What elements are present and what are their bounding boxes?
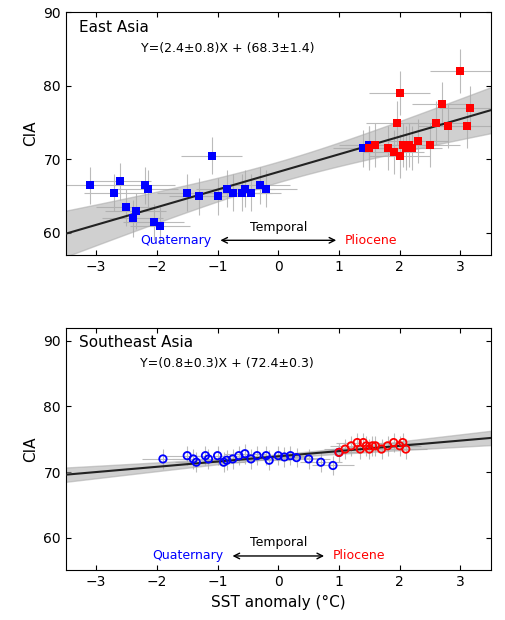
- Text: Pliocene: Pliocene: [344, 234, 397, 247]
- Point: [128, 213, 136, 223]
- Point: [222, 455, 230, 465]
- Point: [443, 122, 451, 131]
- Point: [292, 453, 300, 463]
- X-axis label: SST anomaly (°C): SST anomaly (°C): [211, 595, 345, 610]
- Point: [371, 140, 379, 149]
- Point: [395, 441, 403, 451]
- Point: [149, 217, 158, 227]
- Point: [234, 451, 242, 461]
- Text: Pliocene: Pliocene: [332, 549, 385, 562]
- Point: [365, 444, 373, 454]
- Point: [365, 143, 373, 153]
- Point: [286, 451, 294, 461]
- Point: [192, 457, 200, 467]
- Point: [156, 221, 164, 231]
- Point: [183, 451, 191, 461]
- Point: [246, 454, 255, 464]
- Point: [274, 451, 282, 461]
- Point: [352, 438, 361, 448]
- Point: [183, 188, 191, 198]
- Point: [383, 143, 391, 153]
- Point: [392, 118, 400, 128]
- Point: [334, 448, 342, 458]
- Point: [389, 438, 397, 448]
- Text: Y=(0.8±0.3)X + (72.4±0.3): Y=(0.8±0.3)X + (72.4±0.3): [140, 357, 314, 370]
- Text: Quaternary: Quaternary: [152, 549, 223, 562]
- Point: [383, 441, 391, 451]
- Text: Temporal: Temporal: [249, 536, 307, 549]
- Text: Southeast Asia: Southeast Asia: [78, 335, 192, 350]
- Point: [456, 66, 464, 76]
- Point: [240, 449, 248, 459]
- Point: [237, 188, 245, 198]
- Point: [368, 441, 376, 451]
- Point: [398, 438, 406, 448]
- Point: [401, 143, 409, 153]
- Point: [256, 180, 264, 190]
- Point: [280, 452, 288, 462]
- Text: Y=(2.4±0.8)X + (68.3±1.4): Y=(2.4±0.8)X + (68.3±1.4): [140, 42, 314, 55]
- Point: [425, 140, 433, 149]
- Point: [246, 188, 255, 198]
- Point: [204, 454, 212, 464]
- Point: [365, 140, 373, 149]
- Point: [413, 136, 421, 146]
- Point: [465, 103, 473, 113]
- Point: [304, 454, 312, 464]
- Point: [328, 461, 336, 471]
- Point: [437, 99, 445, 109]
- Point: [359, 143, 367, 153]
- Point: [334, 448, 342, 458]
- Point: [462, 122, 470, 131]
- Point: [404, 140, 412, 149]
- Point: [213, 451, 221, 461]
- Point: [362, 441, 370, 451]
- Point: [207, 151, 215, 161]
- Point: [122, 202, 130, 212]
- Point: [195, 191, 203, 201]
- Point: [407, 143, 415, 153]
- Point: [219, 457, 227, 467]
- Point: [262, 451, 270, 461]
- Point: [240, 184, 248, 194]
- Point: [228, 188, 236, 198]
- Point: [189, 454, 197, 464]
- Point: [213, 191, 221, 201]
- Point: [316, 457, 324, 467]
- Point: [228, 454, 236, 464]
- Point: [110, 188, 118, 198]
- Point: [86, 180, 94, 190]
- Point: [346, 441, 355, 451]
- Point: [222, 184, 230, 194]
- Point: [389, 147, 397, 157]
- Point: [252, 451, 261, 461]
- Point: [116, 177, 124, 187]
- Point: [359, 438, 367, 448]
- Point: [131, 206, 139, 216]
- Point: [377, 444, 385, 454]
- Point: [356, 444, 364, 454]
- Point: [365, 143, 373, 153]
- Point: [201, 451, 209, 461]
- Point: [431, 118, 439, 128]
- Point: [265, 455, 273, 465]
- Point: [395, 151, 403, 161]
- Point: [143, 184, 152, 194]
- Text: East Asia: East Asia: [78, 20, 148, 35]
- Point: [371, 441, 379, 451]
- Point: [395, 88, 403, 98]
- Point: [159, 454, 167, 464]
- Point: [262, 184, 270, 194]
- Point: [340, 444, 348, 454]
- Y-axis label: CIA: CIA: [23, 436, 38, 462]
- Text: Quaternary: Quaternary: [140, 234, 211, 247]
- Point: [398, 140, 406, 149]
- Text: Temporal: Temporal: [249, 221, 307, 234]
- Y-axis label: CIA: CIA: [23, 121, 38, 146]
- Point: [140, 180, 148, 190]
- Point: [401, 444, 409, 454]
